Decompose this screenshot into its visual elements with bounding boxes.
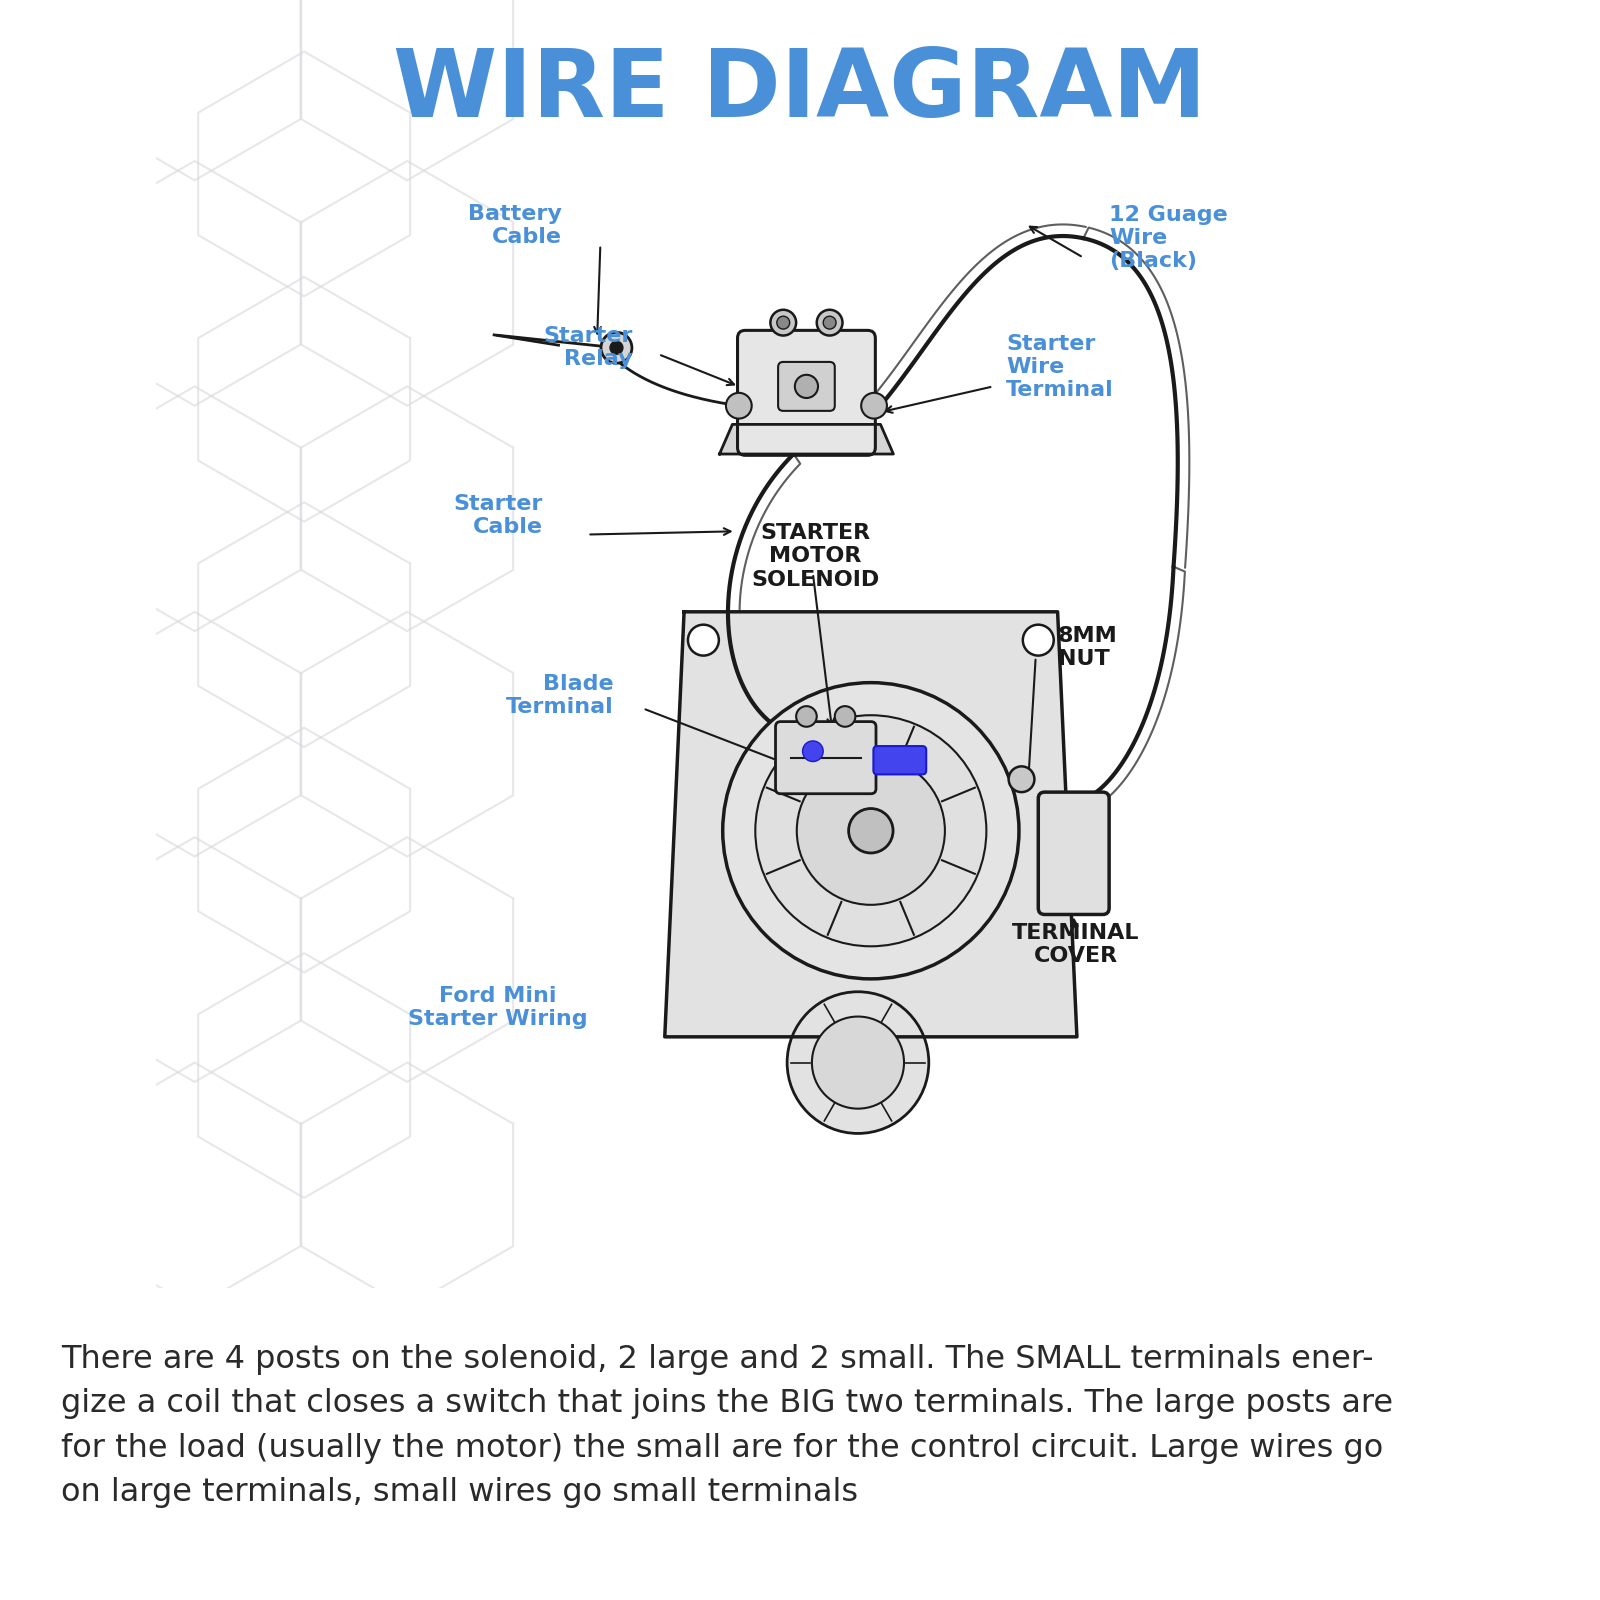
Circle shape <box>835 706 856 726</box>
Circle shape <box>755 715 986 946</box>
Text: 8MM
NUT: 8MM NUT <box>1058 626 1117 669</box>
Circle shape <box>770 310 797 336</box>
Circle shape <box>803 741 822 762</box>
Circle shape <box>1008 766 1035 792</box>
FancyBboxPatch shape <box>776 722 875 794</box>
FancyBboxPatch shape <box>778 362 835 411</box>
Text: 12 Guage
Wire
(Black): 12 Guage Wire (Black) <box>1109 205 1227 272</box>
Circle shape <box>1022 624 1054 656</box>
Text: STARTER
MOTOR
SOLENOID: STARTER MOTOR SOLENOID <box>752 523 880 590</box>
FancyBboxPatch shape <box>738 330 875 456</box>
Text: Ford Mini
Starter Wiring: Ford Mini Starter Wiring <box>408 986 587 1029</box>
Text: Battery
Cable: Battery Cable <box>467 203 562 246</box>
Circle shape <box>723 683 1019 979</box>
Circle shape <box>726 394 752 419</box>
Circle shape <box>787 992 928 1133</box>
Circle shape <box>861 394 886 419</box>
Circle shape <box>811 1016 904 1109</box>
Text: There are 4 posts on the solenoid, 2 large and 2 small. The SMALL terminals ener: There are 4 posts on the solenoid, 2 lar… <box>61 1344 1394 1507</box>
Text: WIRE DIAGRAM: WIRE DIAGRAM <box>394 45 1206 138</box>
Circle shape <box>778 317 790 330</box>
Polygon shape <box>720 424 893 454</box>
Text: Starter
Cable: Starter Cable <box>453 494 542 536</box>
Polygon shape <box>664 611 1077 1037</box>
Circle shape <box>602 333 632 363</box>
Text: Starter
Wire
Terminal: Starter Wire Terminal <box>1006 334 1114 400</box>
Text: Starter
Relay: Starter Relay <box>542 326 632 370</box>
FancyBboxPatch shape <box>874 746 926 774</box>
Circle shape <box>797 757 946 906</box>
Text: TERMINAL
COVER: TERMINAL COVER <box>1011 923 1139 966</box>
Circle shape <box>848 808 893 853</box>
Circle shape <box>610 341 622 354</box>
FancyBboxPatch shape <box>1038 792 1109 915</box>
Circle shape <box>816 310 843 336</box>
Circle shape <box>797 706 816 726</box>
Circle shape <box>822 317 837 330</box>
Circle shape <box>688 624 718 656</box>
Circle shape <box>795 374 818 398</box>
Text: Blade
Terminal: Blade Terminal <box>506 674 613 717</box>
